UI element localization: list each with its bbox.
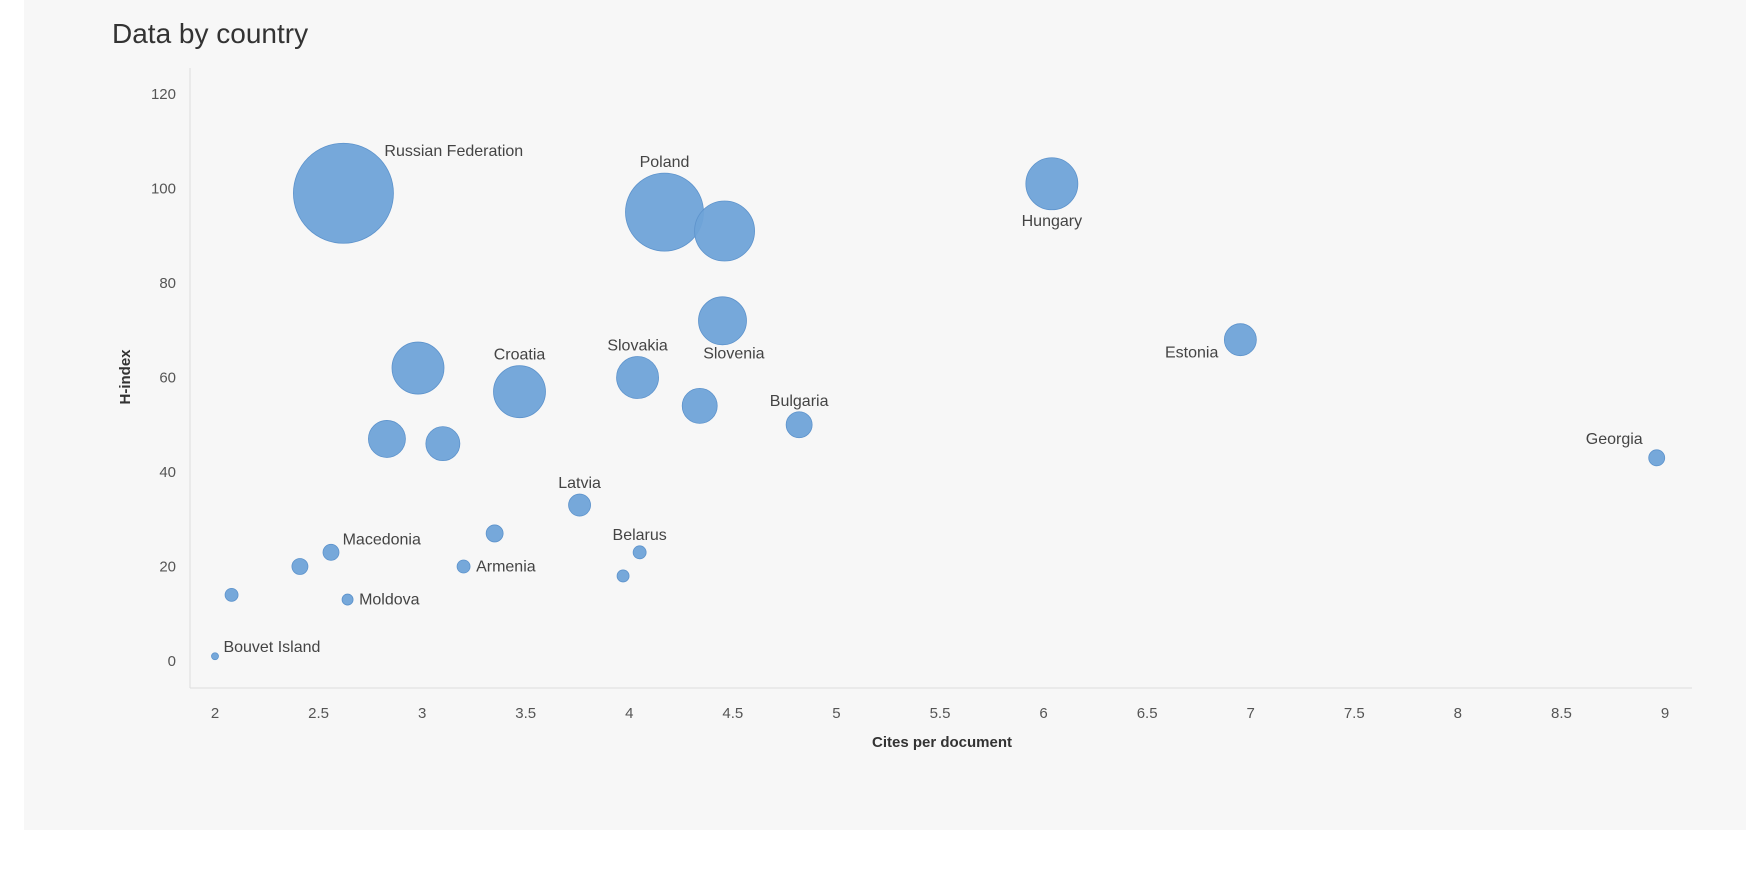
y-tick-label: 40 bbox=[159, 464, 176, 481]
bubble bbox=[341, 593, 354, 606]
bubble bbox=[224, 587, 239, 602]
y-tick-labels: 0 20 40 60 80 100 120 bbox=[151, 86, 176, 670]
point-labels: Russian Federation Poland Hungary Croatia Sl… bbox=[223, 143, 1642, 656]
point-label: Russian Federation bbox=[384, 143, 523, 160]
bubble bbox=[1648, 449, 1666, 467]
point-label: Armenia bbox=[476, 559, 536, 576]
point-label: Belarus bbox=[613, 527, 667, 544]
bubble bbox=[485, 524, 504, 543]
y-tick-label: 0 bbox=[168, 653, 176, 670]
bubble bbox=[493, 365, 546, 419]
x-tick-label: 2 bbox=[211, 705, 219, 722]
x-tick-label: 4.5 bbox=[722, 705, 743, 722]
bubble bbox=[568, 493, 591, 517]
bubble bbox=[625, 172, 704, 252]
axes bbox=[189, 68, 1692, 689]
bubble bbox=[785, 411, 813, 439]
point-label: Hungary bbox=[1022, 213, 1082, 230]
bubble bbox=[391, 341, 445, 395]
bubble bbox=[425, 426, 461, 462]
x-tick-label: 8 bbox=[1454, 705, 1462, 722]
bubbles bbox=[211, 142, 1666, 661]
x-tick-label: 7 bbox=[1247, 705, 1255, 722]
bubble bbox=[616, 356, 659, 399]
bubble bbox=[211, 652, 219, 661]
x-axis-title: Cites per document bbox=[872, 734, 1012, 751]
point-label: Slovakia bbox=[607, 338, 668, 355]
y-tick-label: 120 bbox=[151, 86, 176, 103]
bubble bbox=[322, 543, 340, 561]
x-tick-label: 2.5 bbox=[308, 705, 329, 722]
x-tick-label: 3.5 bbox=[515, 705, 536, 722]
bubble bbox=[1223, 323, 1257, 357]
x-tick-label: 5.5 bbox=[930, 705, 951, 722]
chart-panel bbox=[24, 0, 1746, 830]
bubble bbox=[616, 569, 630, 583]
point-label: Poland bbox=[640, 154, 690, 171]
point-label: Slovenia bbox=[703, 345, 764, 362]
bubble bbox=[293, 142, 394, 244]
y-tick-label: 100 bbox=[151, 181, 176, 198]
bubble bbox=[694, 200, 755, 262]
point-label: Croatia bbox=[494, 347, 546, 364]
x-tick-label: 4 bbox=[625, 705, 633, 722]
bubble bbox=[291, 558, 309, 575]
bubble bbox=[456, 559, 471, 574]
x-tick-labels: 2 2.5 3 3.5 4 4.5 5 5.5 6 6.5 7 7.5 8 8.5 9 bbox=[211, 705, 1669, 722]
y-tick-label: 80 bbox=[159, 275, 176, 292]
bubble bbox=[698, 296, 747, 346]
x-tick-label: 5 bbox=[832, 705, 840, 722]
bubble bbox=[632, 545, 647, 560]
point-label: Moldova bbox=[359, 592, 420, 609]
point-label: Bulgaria bbox=[770, 393, 829, 410]
x-tick-label: 6.5 bbox=[1137, 705, 1158, 722]
x-tick-label: 8.5 bbox=[1551, 705, 1572, 722]
bubble bbox=[368, 420, 406, 458]
x-tick-label: 7.5 bbox=[1344, 705, 1365, 722]
chart-title: Data by country bbox=[112, 18, 309, 49]
point-label: Georgia bbox=[1586, 431, 1643, 448]
x-tick-label: 6 bbox=[1039, 705, 1047, 722]
point-label: Bouvet Island bbox=[223, 639, 320, 656]
point-label: Estonia bbox=[1165, 344, 1218, 361]
x-tick-label: 3 bbox=[418, 705, 426, 722]
y-axis-title: H-index bbox=[117, 349, 134, 405]
x-tick-label: 9 bbox=[1661, 705, 1669, 722]
y-tick-label: 20 bbox=[159, 559, 176, 576]
point-label: Latvia bbox=[558, 475, 601, 492]
point-label: Macedonia bbox=[343, 532, 421, 549]
bubble bbox=[681, 387, 718, 424]
bubble bbox=[1025, 157, 1079, 211]
y-tick-label: 60 bbox=[159, 370, 176, 387]
